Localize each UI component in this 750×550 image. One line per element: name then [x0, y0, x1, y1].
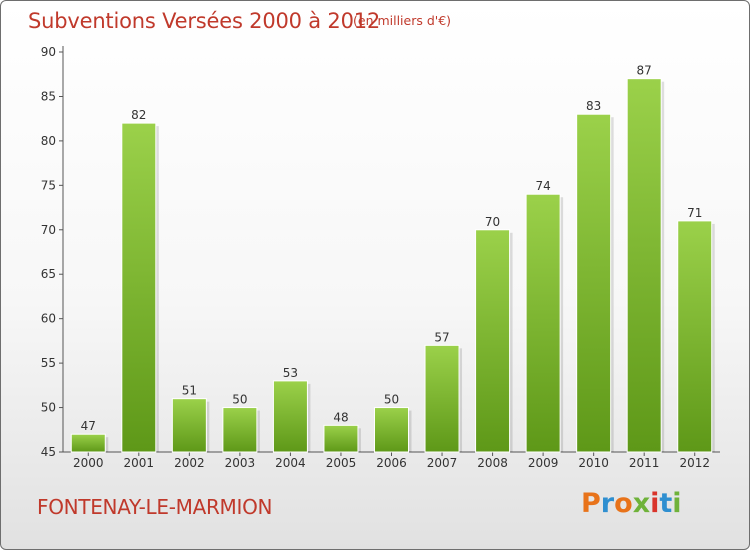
- bar-2001: [121, 122, 157, 453]
- x-tick-label-2009: 2009: [528, 456, 559, 470]
- chart-unit: (en milliers d'€): [353, 13, 452, 28]
- data-label-2006: 50: [384, 393, 399, 407]
- proxiti-logo: Proxiti: [581, 488, 682, 519]
- logo-letter: P: [581, 488, 601, 519]
- bar-2010: [576, 113, 612, 453]
- bar-2007: [424, 344, 460, 453]
- bar-2000: [70, 433, 106, 453]
- x-tick-label-2007: 2007: [427, 456, 458, 470]
- y-tick-label: 70: [41, 223, 56, 237]
- bar-2003: [222, 407, 258, 453]
- data-label-2001: 82: [131, 108, 146, 122]
- place-name: FONTENAY-LE-MARMION: [37, 495, 273, 519]
- data-label-2012: 71: [687, 206, 702, 220]
- x-tick-label-2008: 2008: [477, 456, 508, 470]
- y-tick-label: 75: [41, 178, 56, 192]
- bar-2009: [525, 193, 561, 453]
- data-label-2010: 83: [586, 99, 601, 113]
- y-tick-label: 85: [41, 89, 56, 103]
- x-tick-label-2004: 2004: [275, 456, 306, 470]
- data-label-2000: 47: [81, 419, 96, 433]
- logo-letter: o: [614, 488, 633, 519]
- y-tick-label: 65: [41, 267, 56, 281]
- bar-2006: [374, 407, 409, 453]
- bar-2002: [171, 398, 207, 453]
- x-tick-label-2002: 2002: [174, 456, 205, 470]
- data-labels: 47 82 51 50 53 48 50 57 70 74 83 87 71: [81, 64, 703, 434]
- data-label-2009: 74: [535, 179, 550, 193]
- bar-2011: [626, 78, 662, 453]
- data-label-2004: 53: [283, 366, 298, 380]
- x-tick-label-2012: 2012: [679, 456, 710, 470]
- y-tick-label: 90: [41, 45, 56, 59]
- bar-2005: [323, 424, 359, 453]
- bar-2004: [272, 380, 308, 453]
- x-tick-label-2005: 2005: [326, 456, 357, 470]
- logo-letter: x: [632, 488, 651, 519]
- data-label-2002: 51: [182, 384, 197, 398]
- data-label-2005: 48: [333, 410, 348, 424]
- y-tick-label: 55: [41, 356, 56, 370]
- data-label-2007: 57: [434, 330, 449, 344]
- x-tick-label-2001: 2001: [124, 456, 155, 470]
- logo-letter: i: [672, 488, 682, 519]
- x-tick-label-2006: 2006: [376, 456, 407, 470]
- bars: [70, 78, 715, 453]
- bar-2008: [475, 229, 511, 453]
- bar-2012: [677, 220, 713, 453]
- y-tick-label: 50: [41, 401, 56, 415]
- logo-letter: t: [659, 488, 673, 519]
- logo-letter: i: [650, 488, 660, 519]
- data-label-2011: 87: [637, 64, 652, 78]
- x-tick-label-2011: 2011: [629, 456, 660, 470]
- x-tick-label-2000: 2000: [73, 456, 104, 470]
- y-tick-label: 45: [41, 445, 56, 459]
- data-label-2003: 50: [232, 393, 247, 407]
- chart-title: Subventions Versées 2000 à 2012: [28, 9, 381, 33]
- data-label-2008: 70: [485, 215, 500, 229]
- x-tick-label-2003: 2003: [225, 456, 256, 470]
- axes: 45 50 55 60 65 70 75 80 85 90 2000 2001 2002 2003 2004…: [41, 45, 720, 470]
- y-tick-label: 80: [41, 134, 56, 148]
- logo-letter: r: [600, 488, 615, 519]
- y-tick-label: 60: [41, 312, 56, 326]
- x-tick-label-2010: 2010: [578, 456, 609, 470]
